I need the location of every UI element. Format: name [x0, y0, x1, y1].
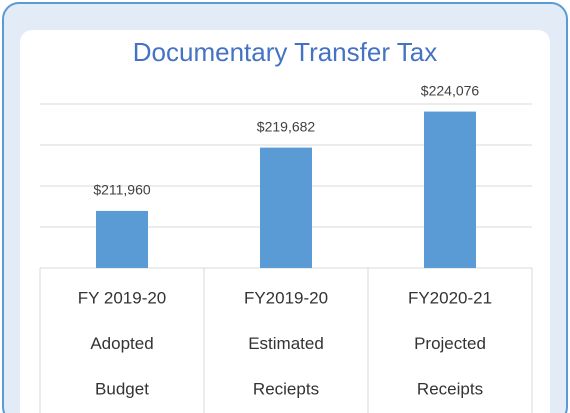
data-label: $219,682: [257, 118, 316, 134]
x-tick-label: Budget: [95, 379, 149, 398]
bar: [260, 147, 312, 268]
x-tick-label: Estimated: [248, 334, 324, 353]
x-tick-label: FY2020-21: [408, 288, 492, 307]
data-label: $224,076: [421, 82, 480, 98]
x-tick-label: Adopted: [90, 334, 153, 353]
x-tick-label: FY2019-20: [244, 288, 328, 307]
x-tick-label: FY 2019-20: [78, 288, 167, 307]
bar: [96, 210, 148, 268]
x-tick-label: Receipts: [417, 379, 483, 398]
bar: [424, 111, 476, 268]
data-label: $211,960: [93, 182, 151, 198]
chart-title: Documentary Transfer Tax: [133, 37, 437, 67]
x-tick-label: Projected: [414, 334, 486, 353]
x-tick-label: Reciepts: [253, 379, 319, 398]
